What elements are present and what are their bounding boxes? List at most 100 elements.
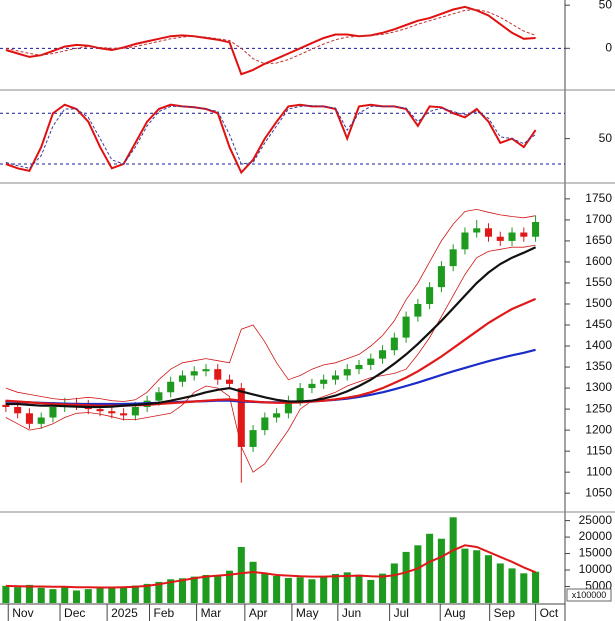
candle-body xyxy=(402,316,410,338)
unit-label: x100000 xyxy=(572,590,607,600)
candle-body xyxy=(449,249,457,267)
y-tick-label: 1650 xyxy=(585,233,612,247)
candle-body xyxy=(320,379,328,384)
candle-body xyxy=(25,413,33,424)
series-line xyxy=(5,246,537,409)
volume-bar xyxy=(214,575,222,603)
volume-bar xyxy=(14,587,22,603)
candle-body xyxy=(14,406,22,414)
candle-body xyxy=(532,221,540,237)
x-tick-label: Mar xyxy=(201,606,222,620)
candle-body xyxy=(226,379,234,384)
candle-body xyxy=(308,383,316,389)
x-tick-label: Nov xyxy=(12,606,33,620)
series-line xyxy=(5,5,536,76)
volume-bar xyxy=(61,586,69,603)
volume-bar xyxy=(449,517,457,603)
volume-bar xyxy=(108,586,116,603)
candle-body xyxy=(367,358,375,365)
volume-bar xyxy=(226,570,234,603)
x-tick-label: Sep xyxy=(494,606,516,620)
y-tick-label: 1600 xyxy=(585,254,612,268)
volume-bar xyxy=(37,587,45,603)
series-line xyxy=(5,297,537,407)
volume-bar xyxy=(84,589,92,603)
volume-bar xyxy=(532,571,540,603)
volume-bar xyxy=(343,572,351,603)
y-tick-label: 1700 xyxy=(585,212,612,226)
candle-body xyxy=(96,409,104,412)
x-tick-label: Oct xyxy=(540,606,559,620)
candle-body xyxy=(167,381,175,393)
y-tick-label: 1750 xyxy=(585,191,612,205)
candle-body xyxy=(355,364,363,370)
candle-body xyxy=(237,388,245,447)
x-tick-label: Jun xyxy=(342,606,361,620)
x-tick-label: Dec xyxy=(64,606,85,620)
volume-bar xyxy=(249,561,257,603)
candle-body xyxy=(390,337,398,351)
x-tick-label: Feb xyxy=(153,606,174,620)
volume-bar xyxy=(167,579,175,603)
volume-bar xyxy=(284,577,292,603)
volume-bar xyxy=(49,589,57,603)
volume-bar xyxy=(320,576,328,603)
candle-body xyxy=(484,228,493,237)
candle-body xyxy=(331,375,339,380)
y-tick-label: 50 xyxy=(599,131,613,145)
series-line xyxy=(5,544,536,589)
y-tick-label: 10000 xyxy=(579,562,613,576)
candle-body xyxy=(296,388,304,401)
volume-bar xyxy=(461,548,469,603)
volume-bar xyxy=(308,579,316,603)
volume-bar xyxy=(190,576,198,603)
series-line xyxy=(5,105,536,169)
candle-body xyxy=(178,375,186,382)
candle-body xyxy=(414,303,422,317)
candle-body xyxy=(473,228,481,233)
y-tick-label: 1400 xyxy=(585,338,612,352)
volume-bar xyxy=(390,563,398,603)
y-tick-label: 25000 xyxy=(579,513,613,527)
x-tick-label: Aug xyxy=(444,606,465,620)
volume-bar xyxy=(414,545,422,603)
y-tick-label: 0 xyxy=(605,40,612,54)
volume-bar xyxy=(2,585,10,603)
volume-bar xyxy=(496,563,504,603)
unit-box xyxy=(566,588,612,602)
x-tick-label: Jul xyxy=(394,606,409,620)
volume-bar xyxy=(296,577,304,603)
volume-bar xyxy=(25,584,33,603)
volume-bar xyxy=(131,585,139,603)
volume-bar xyxy=(202,574,210,603)
series-line xyxy=(5,244,536,473)
candle-body xyxy=(426,287,434,304)
y-tick-label: 1350 xyxy=(585,359,612,373)
candle-body xyxy=(214,369,222,380)
candle-body xyxy=(343,369,351,376)
volume-bar xyxy=(437,538,445,603)
series-line xyxy=(5,208,536,402)
candle-body xyxy=(108,411,116,414)
candle-body xyxy=(249,430,257,447)
candle-body xyxy=(155,392,163,401)
y-tick-label: 1150 xyxy=(586,443,612,457)
volume-bar xyxy=(331,573,339,603)
volume-bar xyxy=(484,555,493,603)
y-tick-label: 1200 xyxy=(585,422,612,436)
candle-body xyxy=(284,400,292,414)
volume-bar xyxy=(143,583,151,603)
candle-body xyxy=(461,232,469,250)
volume-bar xyxy=(379,573,387,603)
volume-bar xyxy=(367,579,375,603)
candle-body xyxy=(2,404,10,407)
y-tick-label: 1250 xyxy=(585,401,612,415)
volume-bar xyxy=(155,581,163,603)
candle-body xyxy=(508,232,516,241)
volume-bar xyxy=(520,573,528,603)
candle-body xyxy=(120,413,128,416)
volume-bar xyxy=(237,546,245,603)
volume-bar xyxy=(355,574,363,603)
